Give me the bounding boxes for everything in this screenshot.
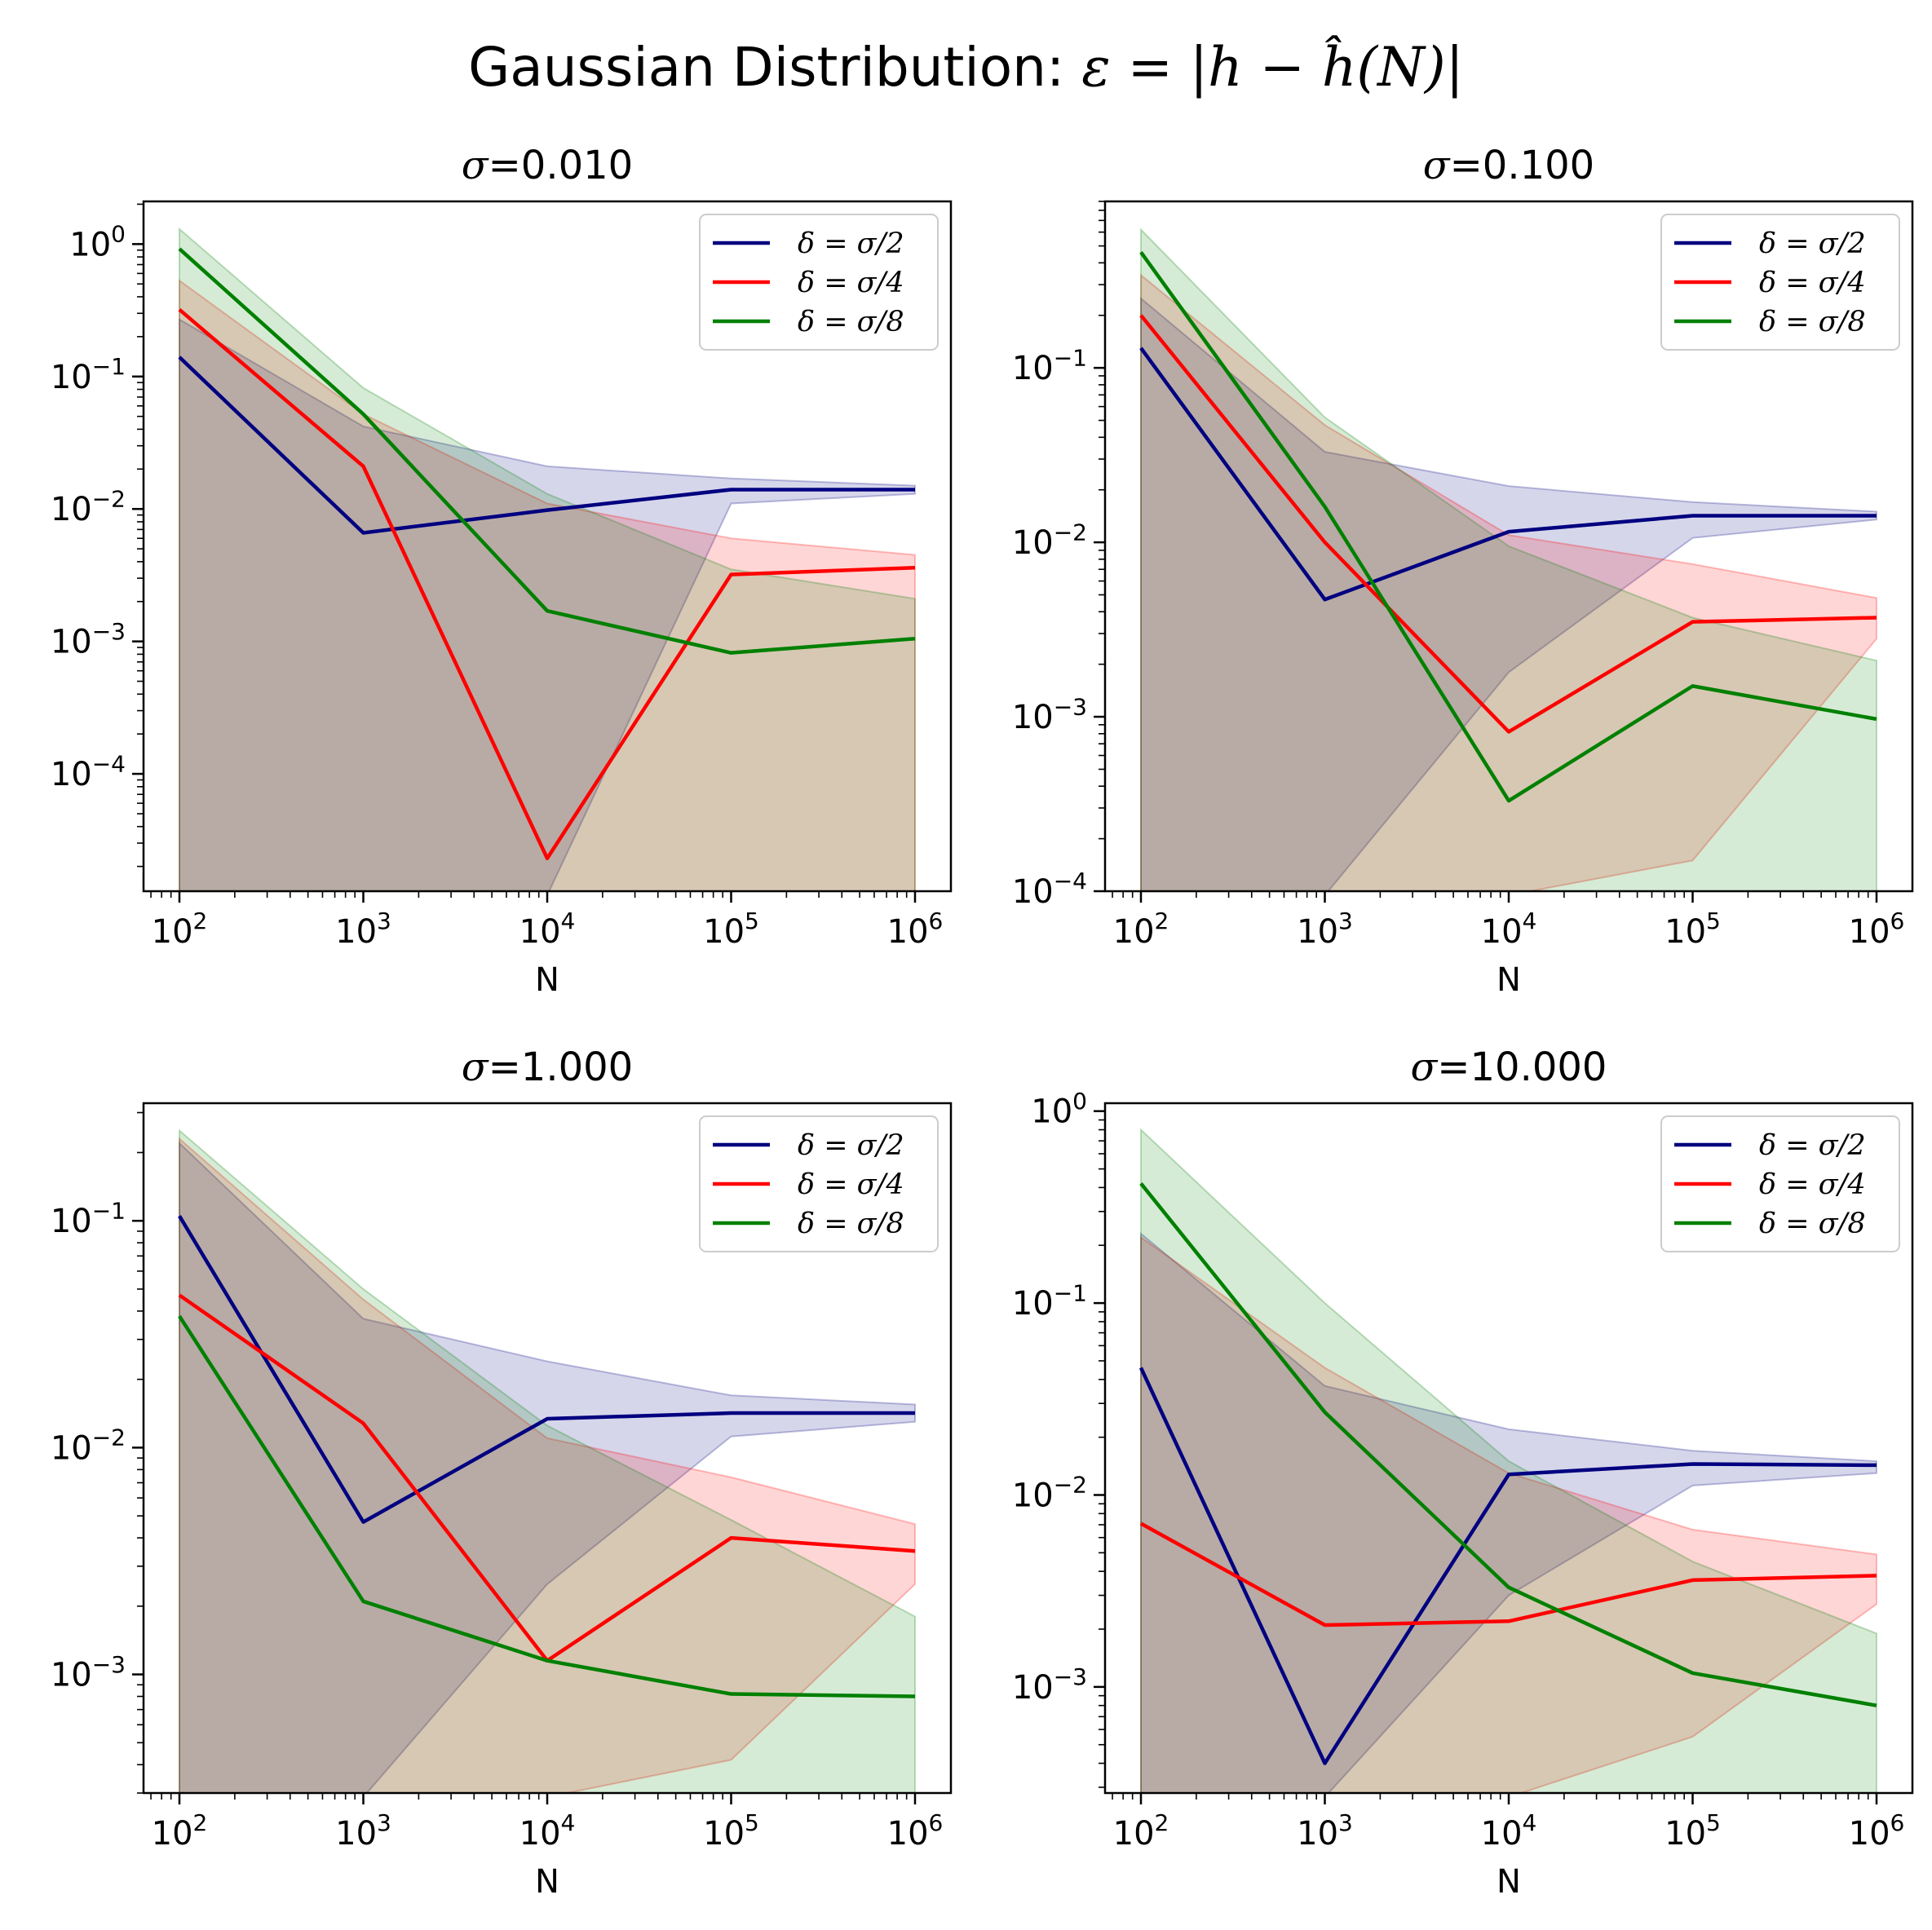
y-tick-label: 10−4 xyxy=(1012,868,1087,911)
y-tick-label: 10−1 xyxy=(51,353,126,396)
legend-label-1: δ = σ/2 xyxy=(798,227,904,260)
x-tick-label: 105 xyxy=(1665,1809,1721,1853)
legend-label-1: δ = σ/2 xyxy=(1759,227,1866,260)
subplot-title: σ=1.000 xyxy=(462,1044,633,1090)
x-tick-label: 103 xyxy=(335,908,391,951)
series-line-3 xyxy=(178,1314,916,1698)
legend: δ = σ/2 δ = σ/4 δ = σ/8 xyxy=(699,1115,939,1252)
plot-area xyxy=(1138,1128,1877,1793)
subplot-4: 102 103 104 105 106 N 10−3 10−2 10−1 100 σ=10.000 δ… xyxy=(1012,1044,1914,1901)
subplot-title: σ=0.010 xyxy=(462,143,633,188)
y-tick-label: 10−2 xyxy=(1012,1472,1087,1515)
plot-area xyxy=(178,1128,916,1793)
band-1 xyxy=(1140,296,1877,891)
figure-title-prefix: Gaussian Distribution: xyxy=(468,36,1065,99)
y-tick-label: 100 xyxy=(69,221,126,264)
y-tick-label: 10−2 xyxy=(51,485,126,528)
plot-area xyxy=(1139,227,1877,891)
series-line-2 xyxy=(1139,1521,1877,1627)
band-3 xyxy=(1140,227,1877,891)
x-tick-label: 102 xyxy=(152,908,208,951)
y-tick-label: 10−2 xyxy=(51,1424,126,1468)
legend-box xyxy=(699,214,939,351)
series-line-3 xyxy=(1139,1182,1877,1707)
subplot-1: 102 103 104 105 106 N 10−4 10−3 10−2 10−1 100 σ=0.0… xyxy=(51,143,953,999)
subplot-3: 102 103 104 105 106 N 10−3 10−2 10−1 σ=1.000 δ = σ… xyxy=(51,1044,953,1901)
series-line-2 xyxy=(1139,314,1877,734)
legend-label-3: δ = σ/8 xyxy=(798,306,904,338)
y-tick-label: 10−2 xyxy=(1012,519,1087,562)
x-tick-label: 104 xyxy=(1481,1809,1537,1853)
series-line-1 xyxy=(1138,1367,1877,1765)
y-tick-label: 10−3 xyxy=(1012,693,1087,736)
figure-title-formula: ε = |h − ĥ(N)| xyxy=(1081,36,1464,99)
x-axis-label: N xyxy=(535,1863,559,1901)
band-2 xyxy=(1140,273,1877,891)
y-tick-label: 10−3 xyxy=(51,1651,126,1694)
x-tick-label: 106 xyxy=(1849,908,1905,951)
y-tick-label: 10−1 xyxy=(1012,1279,1087,1323)
band-1 xyxy=(1140,1231,1877,1793)
plot-area xyxy=(178,227,916,891)
x-tick-label: 104 xyxy=(519,1809,576,1853)
x-axis-label: N xyxy=(1497,1863,1521,1901)
band-3 xyxy=(179,1128,916,1793)
legend-label-1: δ = σ/2 xyxy=(1759,1129,1866,1162)
band-2 xyxy=(179,1137,916,1793)
x-tick-label: 104 xyxy=(519,908,576,951)
series-line-3 xyxy=(1139,251,1877,803)
subplot-title: σ=0.100 xyxy=(1423,143,1594,188)
band-3 xyxy=(1140,1128,1877,1793)
legend-label-2: δ = σ/4 xyxy=(798,1168,904,1201)
band-1 xyxy=(179,1141,916,1793)
band-3 xyxy=(179,227,916,891)
series-line-1 xyxy=(1139,347,1877,602)
x-tick-label: 102 xyxy=(1113,1809,1169,1853)
legend-label-3: δ = σ/8 xyxy=(1759,306,1866,338)
y-tick-label: 10−1 xyxy=(51,1197,126,1240)
series-line-1 xyxy=(178,1215,915,1524)
subplot-2: 102 103 104 105 106 N 10−4 10−3 10−2 10−1 σ=0.100 δ… xyxy=(1012,143,1914,999)
x-tick-label: 106 xyxy=(887,1809,944,1853)
y-tick-label: 10−3 xyxy=(1012,1663,1087,1707)
legend-label-1: δ = σ/2 xyxy=(798,1129,904,1162)
series-line-2 xyxy=(178,308,916,860)
x-tick-label: 104 xyxy=(1481,908,1537,951)
y-tick-label: 10−3 xyxy=(51,618,126,661)
x-tick-label: 105 xyxy=(1665,908,1721,951)
x-tick-label: 103 xyxy=(1297,1809,1353,1853)
legend-label-2: δ = σ/4 xyxy=(798,267,904,299)
legend-label-3: δ = σ/8 xyxy=(798,1208,904,1240)
band-2 xyxy=(1140,1235,1877,1793)
x-tick-label: 106 xyxy=(1849,1809,1905,1853)
legend-box xyxy=(1660,214,1900,351)
legend-box xyxy=(1660,1115,1900,1252)
legend-box xyxy=(699,1115,939,1252)
legend: δ = σ/2 δ = σ/4 δ = σ/8 xyxy=(699,214,939,351)
y-tick-label: 100 xyxy=(1031,1088,1087,1131)
subplot-title: σ=10.000 xyxy=(1411,1044,1607,1090)
x-tick-label: 103 xyxy=(335,1809,391,1853)
x-axis-label: N xyxy=(535,961,559,999)
x-tick-label: 105 xyxy=(703,1809,759,1853)
x-tick-label: 102 xyxy=(1113,908,1169,951)
x-tick-label: 103 xyxy=(1297,908,1353,951)
x-axis-label: N xyxy=(1497,961,1521,999)
x-tick-label: 102 xyxy=(152,1809,208,1853)
legend: δ = σ/2 δ = σ/4 δ = σ/8 xyxy=(1660,214,1900,351)
band-1 xyxy=(179,317,916,891)
legend-label-2: δ = σ/4 xyxy=(1759,1168,1866,1201)
y-tick-label: 10−4 xyxy=(51,750,126,793)
legend-label-2: δ = σ/4 xyxy=(1759,267,1866,299)
y-tick-label: 10−1 xyxy=(1012,344,1087,387)
band-2 xyxy=(179,279,916,891)
figure-title: Gaussian Distribution: ε = |h − ĥ(N)| xyxy=(0,36,1932,99)
series-line-1 xyxy=(178,356,915,535)
series-line-3 xyxy=(178,247,916,655)
legend-label-3: δ = σ/8 xyxy=(1759,1208,1866,1240)
x-tick-label: 105 xyxy=(703,908,759,951)
x-tick-label: 106 xyxy=(887,908,944,951)
legend: δ = σ/2 δ = σ/4 δ = σ/8 xyxy=(1660,1115,1900,1252)
